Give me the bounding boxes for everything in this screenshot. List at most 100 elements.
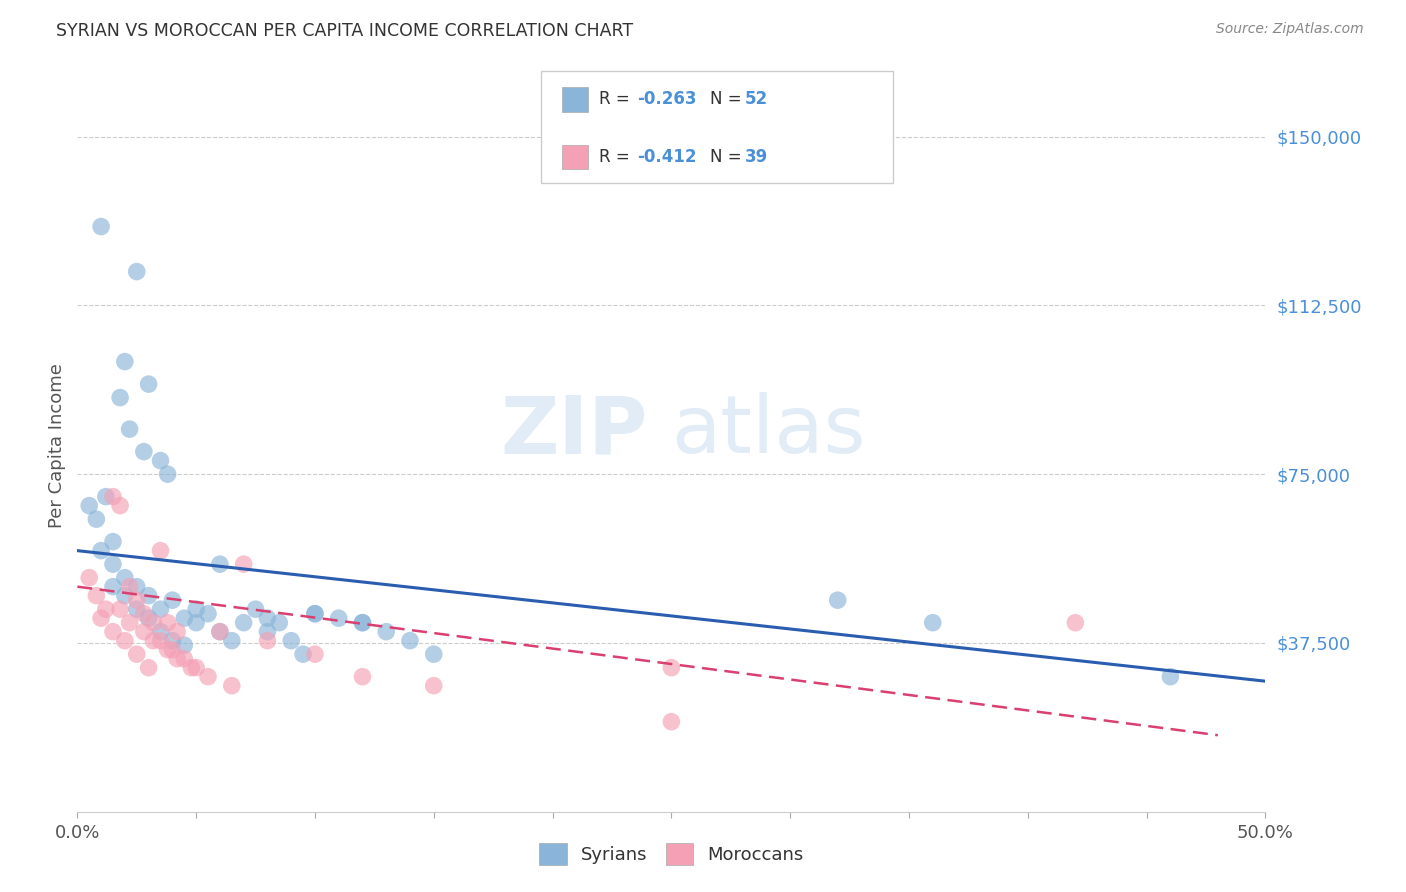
Point	[399, 633, 422, 648]
Point	[197, 670, 219, 684]
Point	[827, 593, 849, 607]
Text: N =: N =	[710, 148, 741, 166]
Point	[304, 607, 326, 621]
Point	[94, 490, 117, 504]
Point	[292, 647, 315, 661]
Point	[138, 661, 160, 675]
Point	[256, 624, 278, 639]
Point	[208, 557, 231, 571]
Point	[138, 611, 160, 625]
Point	[162, 633, 184, 648]
Point	[162, 593, 184, 607]
Point	[173, 638, 195, 652]
Point	[661, 661, 683, 675]
Point	[108, 602, 131, 616]
Point	[269, 615, 291, 630]
Text: 52: 52	[745, 90, 768, 108]
Point	[149, 543, 172, 558]
Point	[149, 633, 172, 648]
Point	[101, 557, 124, 571]
Point	[256, 611, 278, 625]
Point	[208, 624, 231, 639]
Point	[108, 499, 131, 513]
Point	[186, 602, 208, 616]
Point	[197, 607, 219, 621]
Point	[118, 422, 141, 436]
Point	[101, 534, 124, 549]
Point	[101, 624, 124, 639]
Point	[221, 633, 243, 648]
Point	[114, 354, 136, 368]
Point	[166, 624, 188, 639]
Point	[118, 580, 141, 594]
Point	[661, 714, 683, 729]
Point	[156, 615, 179, 630]
Point	[132, 607, 155, 621]
Point	[352, 670, 374, 684]
Point	[138, 377, 160, 392]
Text: R =: R =	[599, 90, 630, 108]
Point	[125, 580, 148, 594]
Point	[90, 611, 112, 625]
Point	[149, 453, 172, 467]
Point	[375, 624, 398, 639]
Point	[921, 615, 943, 630]
Point	[304, 647, 326, 661]
Point	[114, 589, 136, 603]
Legend: Syrians, Moroccans: Syrians, Moroccans	[533, 836, 810, 872]
Point	[221, 679, 243, 693]
Point	[118, 615, 141, 630]
Point	[180, 661, 202, 675]
Point	[108, 391, 131, 405]
Point	[423, 679, 446, 693]
Point	[156, 642, 179, 657]
Point	[166, 651, 188, 665]
Text: -0.412: -0.412	[637, 148, 696, 166]
Text: Source: ZipAtlas.com: Source: ZipAtlas.com	[1216, 22, 1364, 37]
Point	[186, 615, 208, 630]
Point	[114, 633, 136, 648]
Point	[125, 593, 148, 607]
Point	[77, 571, 100, 585]
Point	[245, 602, 267, 616]
Point	[232, 557, 254, 571]
Text: atlas: atlas	[672, 392, 866, 470]
Point	[90, 543, 112, 558]
Point	[256, 633, 278, 648]
Text: -0.263: -0.263	[637, 90, 696, 108]
Point	[149, 624, 172, 639]
Point	[173, 611, 195, 625]
Point	[138, 589, 160, 603]
Point	[86, 512, 108, 526]
Text: ZIP: ZIP	[501, 392, 648, 470]
Point	[101, 490, 124, 504]
Point	[132, 624, 155, 639]
Point	[173, 651, 195, 665]
Point	[1064, 615, 1087, 630]
Point	[125, 647, 148, 661]
Text: N =: N =	[710, 90, 741, 108]
Point	[208, 624, 231, 639]
Point	[1159, 670, 1181, 684]
Point	[162, 642, 184, 657]
Point	[132, 444, 155, 458]
Text: SYRIAN VS MOROCCAN PER CAPITA INCOME CORRELATION CHART: SYRIAN VS MOROCCAN PER CAPITA INCOME COR…	[56, 22, 633, 40]
Point	[186, 661, 208, 675]
Point	[94, 602, 117, 616]
Point	[114, 571, 136, 585]
Point	[149, 602, 172, 616]
Point	[328, 611, 350, 625]
Point	[90, 219, 112, 234]
Point	[125, 264, 148, 278]
Text: R =: R =	[599, 148, 630, 166]
Point	[77, 499, 100, 513]
Point	[352, 615, 374, 630]
Point	[125, 602, 148, 616]
Point	[232, 615, 254, 630]
Point	[156, 467, 179, 482]
Point	[101, 580, 124, 594]
Point	[352, 615, 374, 630]
Text: 39: 39	[745, 148, 769, 166]
Point	[423, 647, 446, 661]
Point	[142, 633, 165, 648]
